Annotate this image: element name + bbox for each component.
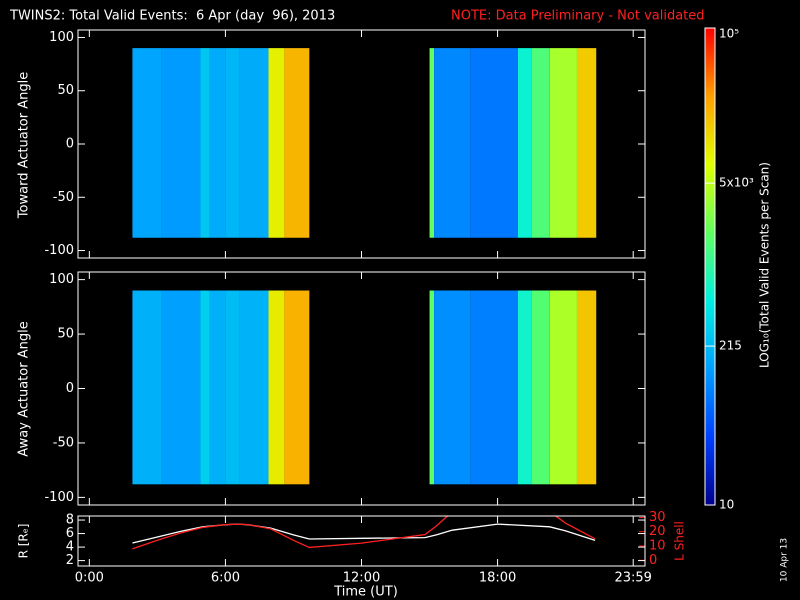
x-axis-title: Time (UT) (333, 585, 398, 600)
y-tick-label: 100 (49, 30, 74, 45)
y-tick-label: -50 (53, 190, 74, 205)
side-note: 10 Apr 13 (780, 538, 790, 582)
colorbar-tick-label: 10⁵ (719, 27, 739, 41)
heatmap-cell (200, 290, 210, 485)
heatmap-cell (132, 48, 162, 238)
y-tick-label: 8 (66, 513, 74, 528)
heatmap-cell (200, 48, 210, 238)
heatmap-cell (284, 290, 310, 485)
y2-tick-label: 10 (649, 539, 666, 554)
y-tick-label: 6 (66, 526, 74, 541)
y-tick-label: 4 (66, 540, 74, 555)
chart-title: TWINS2: Total Valid Events: 6 Apr (day 9… (9, 9, 335, 24)
x-tick-label: 12:00 (343, 571, 380, 586)
heatmap-cell (531, 48, 550, 238)
plot-area (132, 516, 596, 550)
y-tick-label: 100 (49, 272, 74, 287)
line-series (132, 516, 596, 550)
x-tick-label: 18:00 (479, 571, 516, 586)
heatmap-cell (576, 290, 597, 485)
x-tick-label: 23:59 (614, 571, 651, 586)
heatmap-cell (161, 290, 201, 485)
heatmap-cell (268, 290, 285, 485)
heatmap-cell (429, 290, 435, 485)
y-tick-label: -50 (53, 435, 74, 450)
colorbar-title: LOG₁₀(Total Valid Events per Scan) (758, 162, 772, 368)
colorbar-tick-label: 215 (719, 339, 742, 353)
heatmap-cell (239, 48, 269, 238)
y-axis-title: Toward Actuator Angle (17, 72, 32, 219)
annotation: NOTE: Data Preliminary - Not validated (451, 9, 705, 24)
heatmap-cell (209, 290, 226, 485)
heatmap-cell (517, 48, 532, 238)
plot-area (132, 48, 597, 238)
y-tick-label: 2 (66, 553, 74, 568)
y-tick-label: -100 (44, 243, 74, 258)
heatmap-cell (531, 290, 550, 485)
heatmap-cell (429, 48, 435, 238)
heatmap-cell (132, 290, 162, 485)
y-tick-label: 0 (66, 137, 74, 152)
y2-tick-label: 30 (649, 510, 666, 525)
heatmap-cell (284, 48, 310, 238)
heatmap-cell (225, 290, 240, 485)
heatmap-cell (470, 290, 518, 485)
y-tick-label: 50 (57, 327, 74, 342)
colorbar (704, 27, 716, 506)
heatmap-cell (225, 48, 240, 238)
x-tick-label: 0:00 (75, 571, 104, 586)
y2-tick-label: 0 (649, 553, 657, 568)
heatmap-cell (517, 290, 532, 485)
heatmap-cell (549, 290, 577, 485)
heatmap-cell (209, 48, 226, 238)
line-series (132, 523, 596, 544)
plot-area (132, 290, 597, 485)
heatmap-cell (470, 48, 518, 238)
y2-tick-label: 20 (649, 524, 666, 539)
colorbar-tick-label: 5x10³ (719, 176, 754, 190)
heatmap-cell (434, 48, 471, 238)
y-axis-title: R [Rₑ] (17, 524, 31, 559)
y2-axis-title: L Shell (673, 521, 687, 561)
heatmap-cell (239, 290, 269, 485)
heatmap-cell (161, 48, 201, 238)
x-tick-label: 6:00 (211, 571, 240, 586)
y-axis-title: Away Actuator Angle (17, 321, 32, 456)
y-tick-label: 50 (57, 83, 74, 98)
colorbar-tick-label: 10 (719, 498, 734, 512)
y-tick-label: -100 (44, 490, 74, 505)
heatmap-cell (434, 290, 471, 485)
y-tick-label: 0 (66, 381, 74, 396)
heatmap-cell (549, 48, 577, 238)
heatmap-cell (268, 48, 285, 238)
heatmap-cell (576, 48, 597, 238)
